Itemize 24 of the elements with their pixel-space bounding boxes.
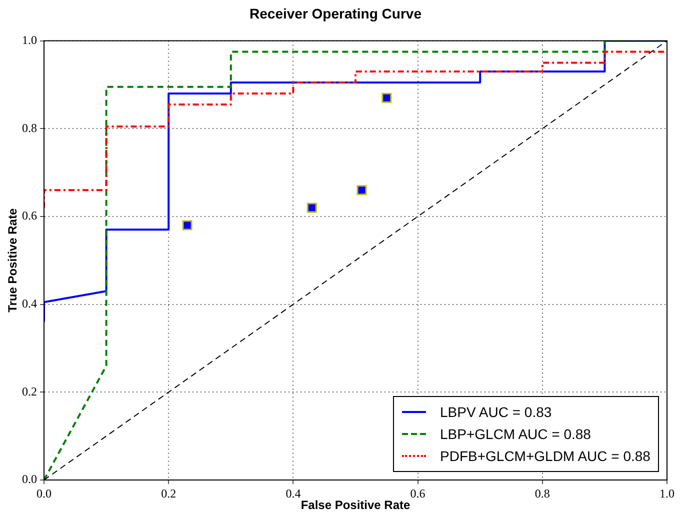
x-tick-label: 0.2 [161, 486, 176, 500]
x-tick-label: 0.8 [534, 486, 550, 500]
y-tick-label: 0.0 [22, 472, 37, 486]
legend-label: LBPV AUC = 0.83 [440, 404, 552, 420]
point [356, 185, 367, 196]
chart-title: Receiver Operating Curve [250, 5, 422, 22]
y-tick-label: 0.6 [22, 208, 37, 223]
x-axis-title: False Positive Rate [300, 498, 411, 512]
point [182, 220, 192, 230]
y-tick-label: 0.4 [22, 296, 37, 310]
legend-label: LBP+GLCM AUC = 0.88 [440, 426, 591, 442]
y-axis-title: True Positive Rate [6, 208, 20, 312]
point [382, 92, 392, 103]
y-tick-label: 1.0 [22, 32, 37, 47]
line-series [44, 40, 667, 480]
x-tick-label: 0.6 [410, 486, 426, 500]
point [306, 202, 317, 213]
legend-label: PDFB+GLCM+GLDM AUC = 0.88 [440, 448, 650, 464]
line-series [44, 50, 667, 209]
x-tick-label: 0.4 [286, 486, 301, 500]
x-tick-label: 0.0 [36, 486, 52, 500]
x-tick-label: 1.0 [660, 486, 674, 500]
y-tick-label: 0.2 [22, 384, 37, 398]
y-tick-label: 0.8 [22, 120, 37, 135]
